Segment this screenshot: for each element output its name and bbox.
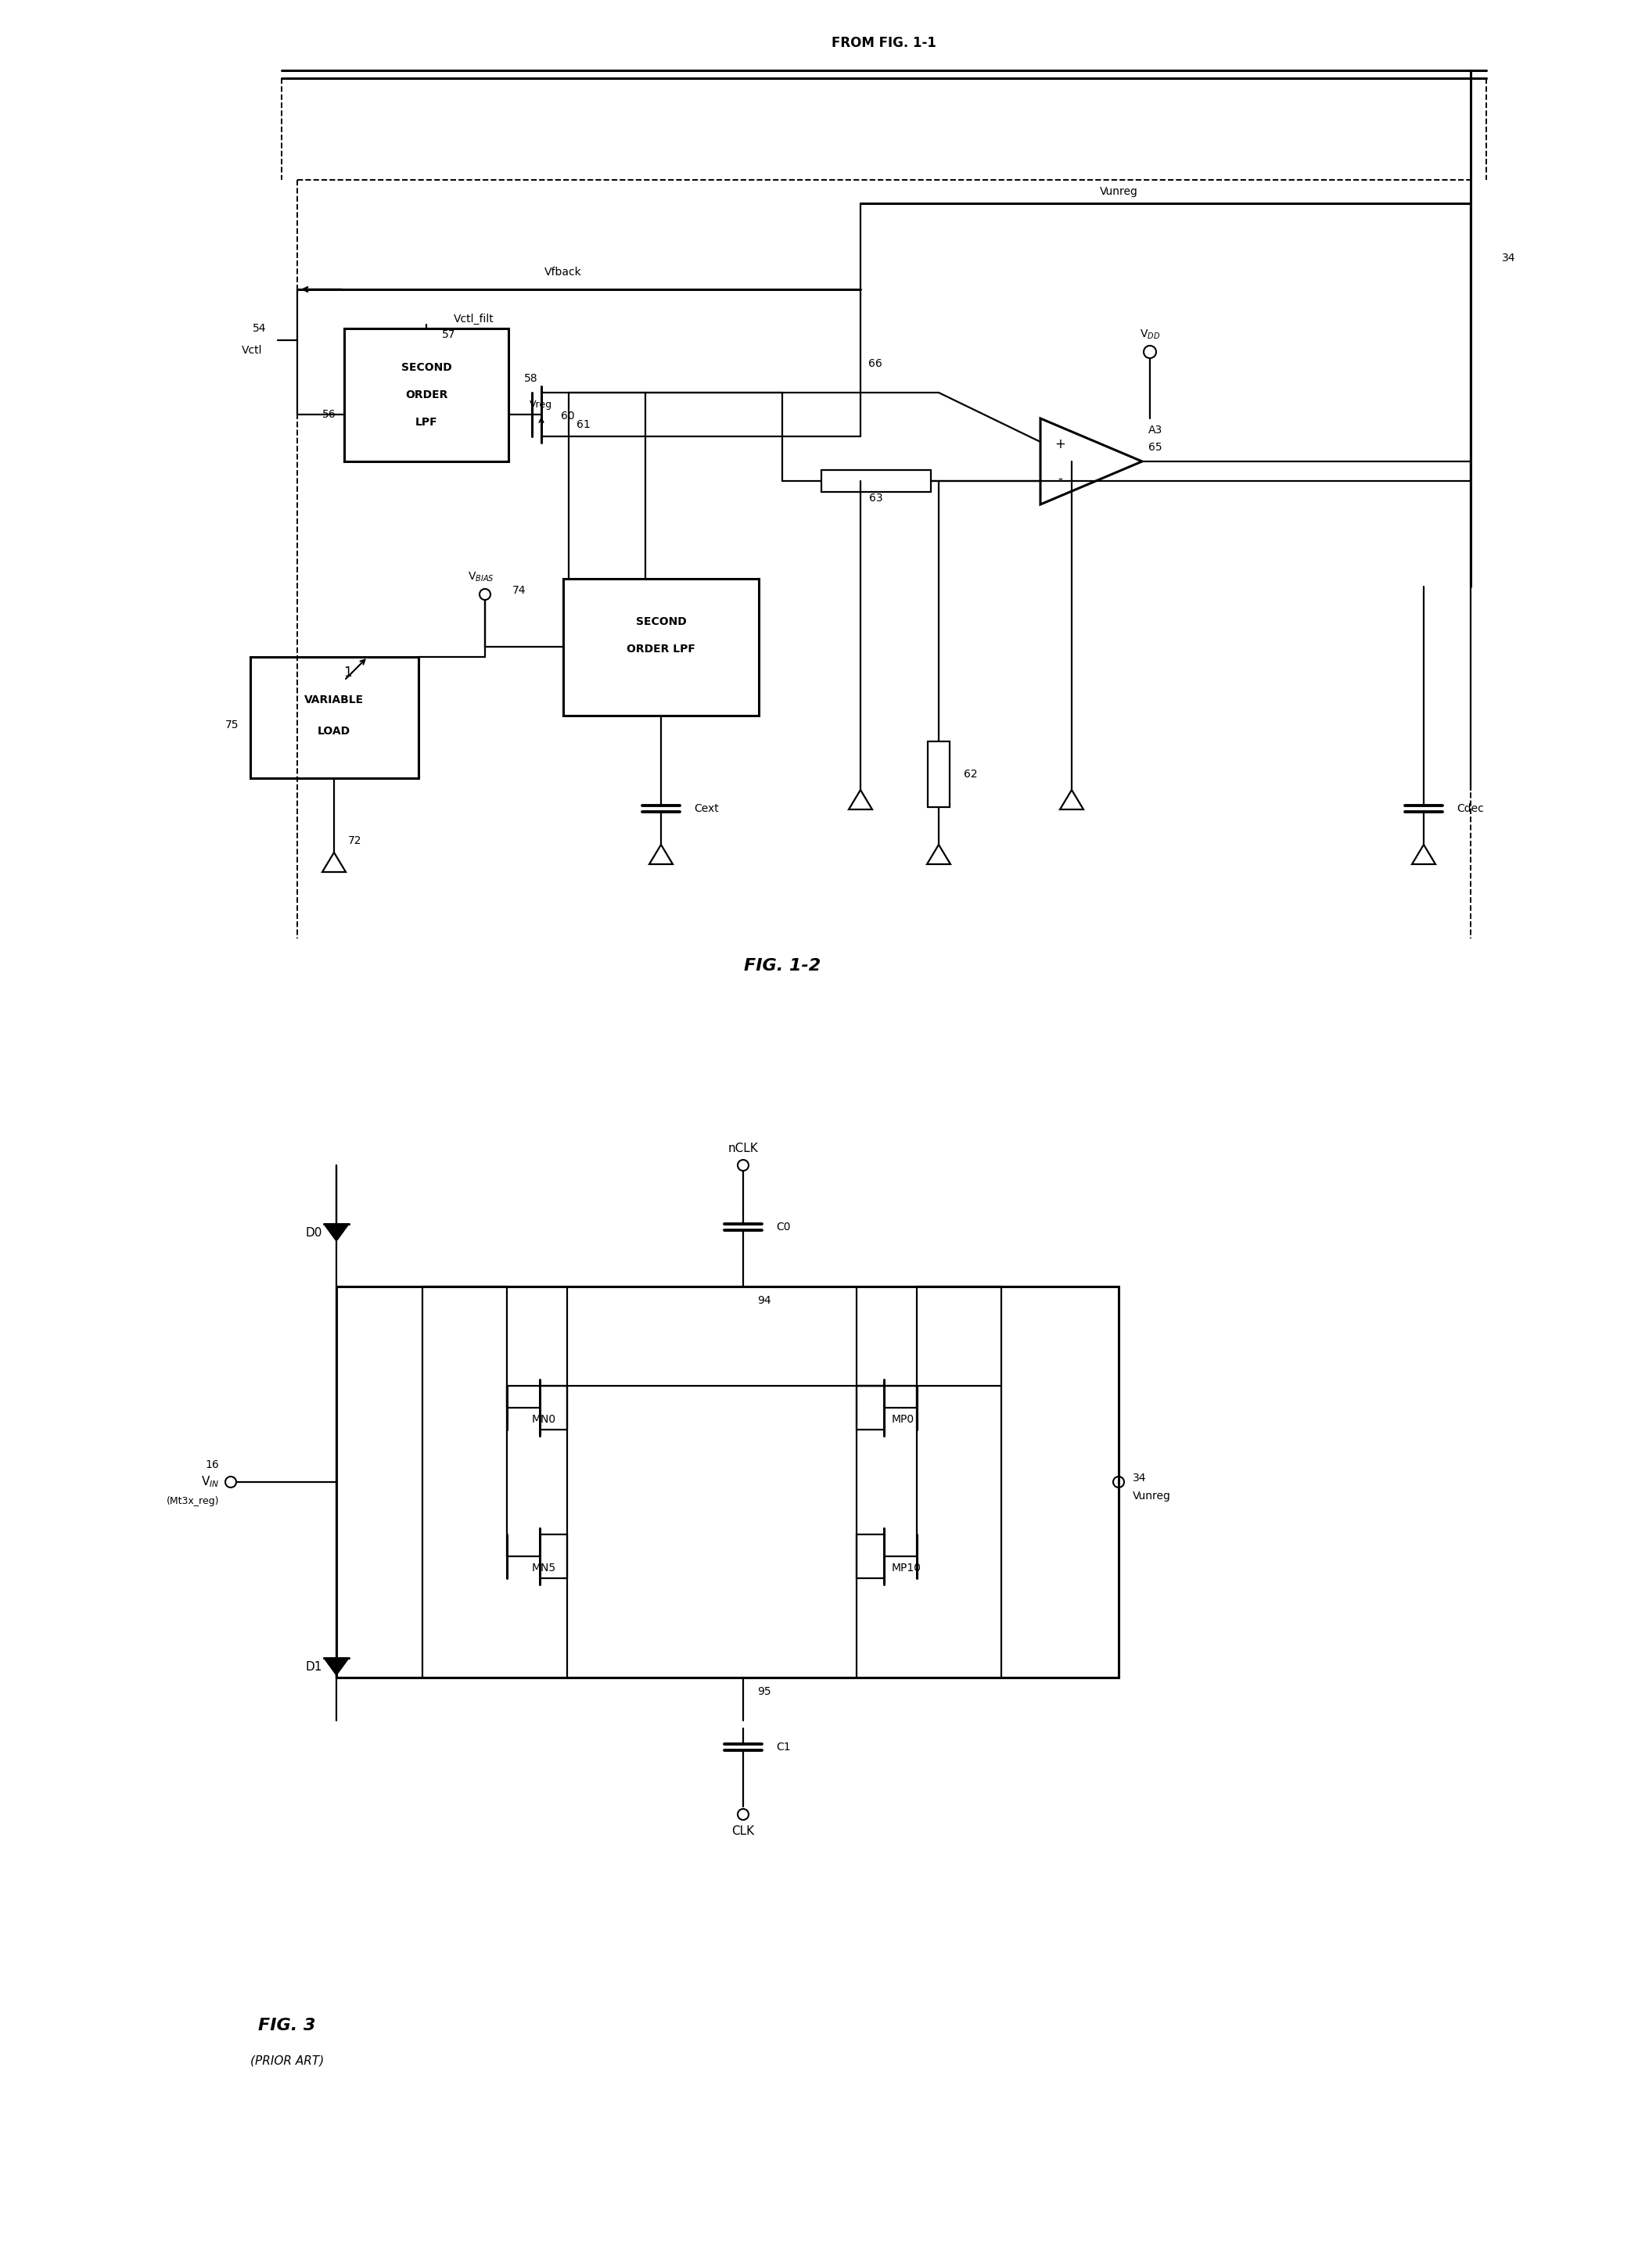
Text: MN0: MN0: [532, 1413, 556, 1424]
Bar: [344, 329, 509, 460]
Text: 1: 1: [344, 665, 352, 680]
Text: Cext: Cext: [693, 803, 719, 814]
Polygon shape: [323, 853, 346, 871]
Text: 95: 95: [757, 1685, 771, 1696]
Text: C0: C0: [776, 1222, 791, 1232]
Polygon shape: [325, 1658, 349, 1676]
Text: FIG. 3: FIG. 3: [258, 2019, 316, 2034]
Polygon shape: [848, 789, 873, 810]
Text: 58: 58: [524, 372, 538, 383]
Polygon shape: [1041, 417, 1142, 503]
Polygon shape: [1412, 844, 1435, 864]
Text: 16: 16: [206, 1458, 219, 1470]
Bar: [822, 469, 931, 492]
Text: 34: 34: [1502, 252, 1515, 263]
Text: 34: 34: [1132, 1472, 1147, 1483]
Text: FROM FIG. 1-1: FROM FIG. 1-1: [832, 36, 936, 50]
Text: ORDER LPF: ORDER LPF: [626, 644, 695, 655]
Text: +: +: [1055, 438, 1065, 451]
Text: FIG. 1-2: FIG. 1-2: [744, 957, 820, 973]
Text: CLK: CLK: [732, 1826, 755, 1837]
Polygon shape: [649, 844, 672, 864]
Text: 65: 65: [1148, 442, 1163, 454]
Text: V$_{IN}$: V$_{IN}$: [201, 1474, 219, 1490]
Bar: [928, 742, 949, 807]
Text: -: -: [1057, 472, 1062, 485]
Polygon shape: [325, 1225, 349, 1241]
Text: Vfback: Vfback: [545, 268, 582, 277]
Text: Cdec: Cdec: [1456, 803, 1484, 814]
Text: LPF: LPF: [416, 417, 437, 429]
Bar: [336, 1286, 1119, 1678]
Text: 75: 75: [225, 719, 238, 730]
Text: ORDER: ORDER: [404, 390, 447, 401]
Text: 57: 57: [442, 329, 455, 340]
Text: 66: 66: [868, 358, 882, 370]
Bar: [563, 578, 758, 717]
Text: V$_{DD}$: V$_{DD}$: [1140, 329, 1160, 340]
Text: VARIABLE: VARIABLE: [305, 694, 364, 705]
Text: 56: 56: [323, 408, 336, 420]
Text: Vctl: Vctl: [241, 345, 263, 356]
Text: (Mt3x_reg): (Mt3x_reg): [166, 1495, 219, 1506]
Text: MP0: MP0: [892, 1413, 915, 1424]
Text: LOAD: LOAD: [318, 726, 351, 737]
Text: Vreg: Vreg: [530, 399, 553, 411]
Text: nCLK: nCLK: [727, 1143, 758, 1154]
Text: MP10: MP10: [892, 1563, 922, 1574]
Text: 63: 63: [869, 492, 882, 503]
Text: 72: 72: [347, 835, 362, 846]
Text: D0: D0: [305, 1227, 323, 1238]
Text: (PRIOR ART): (PRIOR ART): [250, 2055, 325, 2066]
Text: V$_{BIAS}$: V$_{BIAS}$: [468, 572, 494, 583]
Text: Vunreg: Vunreg: [1132, 1490, 1171, 1501]
Text: Vctl_filt: Vctl_filt: [453, 313, 494, 324]
Text: SECOND: SECOND: [636, 617, 687, 628]
Polygon shape: [1060, 789, 1083, 810]
Text: 94: 94: [757, 1295, 771, 1306]
Text: 54: 54: [253, 322, 266, 333]
Bar: [250, 658, 419, 778]
Text: D1: D1: [305, 1660, 323, 1672]
Text: SECOND: SECOND: [401, 363, 452, 372]
Text: A3: A3: [1148, 424, 1163, 435]
Text: 62: 62: [964, 769, 977, 780]
Text: 61: 61: [576, 420, 590, 431]
Text: Vunreg: Vunreg: [1099, 186, 1138, 197]
Polygon shape: [926, 844, 951, 864]
Text: MN5: MN5: [532, 1563, 556, 1574]
Text: 74: 74: [512, 585, 527, 596]
Text: 60: 60: [561, 411, 574, 422]
Text: C1: C1: [776, 1742, 791, 1753]
